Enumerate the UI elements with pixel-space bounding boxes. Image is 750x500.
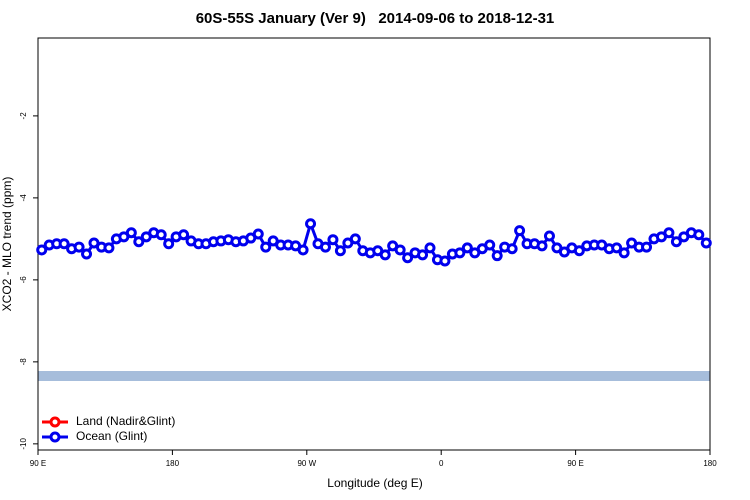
data-point (58, 238, 70, 250)
x-tick-label: 180 (703, 459, 717, 468)
data-point (260, 241, 272, 253)
x-tick-label: 180 (166, 459, 180, 468)
data-point (506, 243, 518, 255)
data-point (641, 241, 653, 253)
x-tick-label: 0 (439, 459, 444, 468)
data-point (297, 244, 309, 256)
data-point (125, 227, 137, 239)
data-point (573, 245, 585, 257)
data-point (693, 229, 705, 241)
y-axis-label: XCO2 - MLO trend (ppm) (0, 177, 14, 312)
data-point (663, 227, 675, 239)
data-point (379, 249, 391, 261)
data-point (439, 255, 451, 267)
y-tick-label: -2 (19, 112, 28, 120)
data-point (73, 241, 85, 253)
data-point (327, 234, 339, 246)
data-point (36, 244, 48, 256)
data-point (454, 247, 466, 259)
data-point (611, 242, 623, 254)
data-point (252, 228, 264, 240)
y-tick-label: -10 (19, 438, 28, 450)
data-point (670, 236, 682, 248)
data-point (133, 236, 145, 248)
data-point (103, 242, 115, 254)
data-point (700, 237, 712, 249)
data-point (394, 244, 406, 256)
data-point (155, 229, 167, 241)
band (38, 371, 710, 381)
data-point (424, 242, 436, 254)
x-tick-label: 90 E (567, 459, 583, 468)
legend-label: Land (Nadir&Glint) (76, 414, 175, 428)
data-point (484, 239, 496, 251)
data-point (417, 249, 429, 261)
legend-marker (49, 416, 61, 428)
legend-label: Ocean (Glint) (76, 429, 147, 443)
data-point (178, 229, 190, 241)
y-tick-label: -6 (19, 276, 28, 284)
data-point (618, 247, 630, 259)
x-tick-label: 90 E (30, 459, 46, 468)
data-point (402, 252, 414, 264)
y-tick-label: -4 (19, 194, 28, 202)
data-point (461, 242, 473, 254)
data-point (349, 233, 361, 245)
data-point (514, 225, 526, 237)
data-point (319, 241, 331, 253)
data-point (543, 230, 555, 242)
y-tick-label: -8 (19, 358, 28, 366)
x-axis-label: Longitude (deg E) (327, 476, 422, 490)
legend-marker (49, 431, 61, 443)
data-point (491, 250, 503, 262)
data-point (334, 245, 346, 257)
data-point (536, 240, 548, 252)
data-point (163, 238, 175, 250)
data-point (81, 248, 93, 260)
chart-title: 60S-55S January (Ver 9) 2014-09-06 to 20… (196, 10, 555, 27)
data-point (305, 218, 317, 230)
x-tick-label: 90 W (297, 459, 316, 468)
